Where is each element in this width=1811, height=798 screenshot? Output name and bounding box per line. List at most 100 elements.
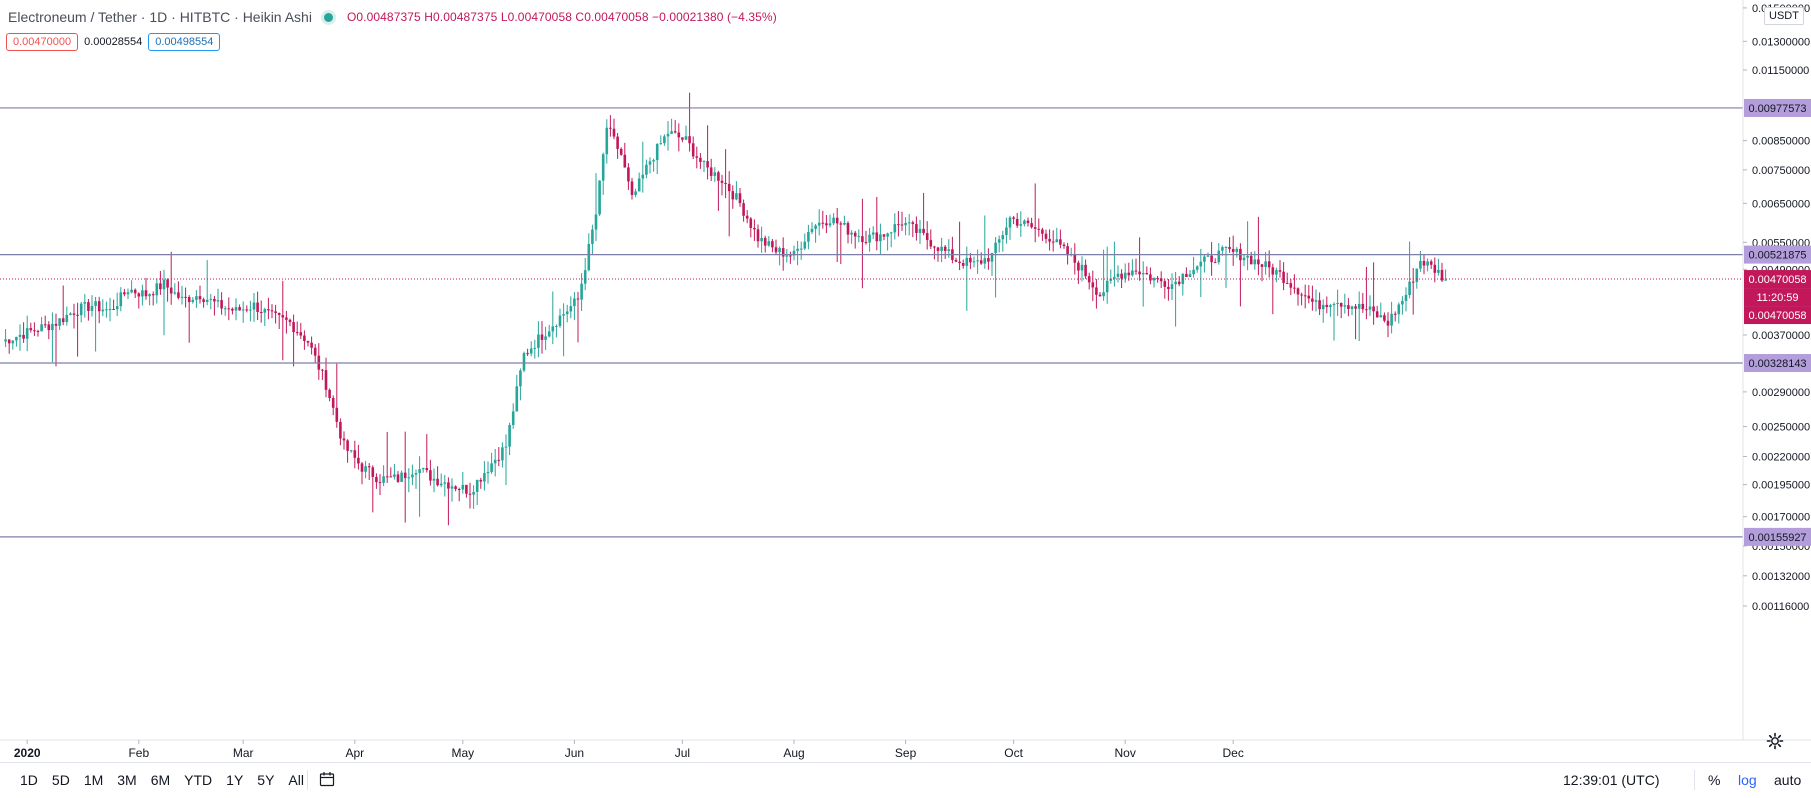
candle-body xyxy=(994,242,997,254)
candle-body xyxy=(562,314,565,316)
candle-body xyxy=(209,298,213,300)
candle-body xyxy=(918,228,922,233)
candle-body xyxy=(879,234,882,242)
candle-body xyxy=(565,311,569,315)
candle-body xyxy=(1159,278,1163,282)
utc-clock[interactable]: 12:39:01 (UTC) xyxy=(1563,772,1660,788)
candle-body xyxy=(645,164,648,175)
symbol-title[interactable]: Electroneum / Tether · 1D · HITBTC · Hei… xyxy=(8,9,312,25)
candle-body xyxy=(130,289,133,293)
candle-body xyxy=(753,227,756,230)
currency-button[interactable]: USDT xyxy=(1764,7,1804,25)
candle-body xyxy=(331,398,335,408)
candle-body xyxy=(1325,304,1329,307)
range-button-1y[interactable]: 1Y xyxy=(226,772,244,788)
range-button-all[interactable]: All xyxy=(288,772,304,788)
candle-body xyxy=(58,318,61,326)
bottom-toolbar: 1D 5D 1M 3M 6M YTD 1Y 5Y All 12:39:01 (U… xyxy=(0,762,1811,798)
percent-scale-button[interactable]: % xyxy=(1708,772,1721,788)
candle-body xyxy=(321,369,324,371)
candles-layer xyxy=(4,92,1447,526)
y-tick-label: 0.00220000 xyxy=(1752,451,1810,463)
candle-body xyxy=(436,478,439,486)
range-button-ytd[interactable]: YTD xyxy=(184,772,213,788)
candle-body xyxy=(180,296,184,298)
candle-body xyxy=(83,302,87,304)
candle-body xyxy=(43,324,47,326)
candle-body xyxy=(1285,282,1289,284)
candle-body xyxy=(555,325,558,327)
candle-body xyxy=(1303,295,1307,297)
candle-body xyxy=(1217,250,1221,263)
candle-body xyxy=(465,484,468,494)
range-button-3m[interactable]: 3M xyxy=(117,772,137,788)
buy-price-button[interactable]: 0.00498554 xyxy=(148,33,221,51)
candle-body xyxy=(1311,298,1314,302)
market-status-icon xyxy=(323,12,333,22)
candle-body xyxy=(1321,304,1325,310)
candle-body xyxy=(900,224,904,226)
candle-body xyxy=(90,306,94,311)
time-axis: 2020 Feb Mar Apr May Jun Jul Aug Sep Oct Nov Dec xyxy=(14,740,1244,760)
candle-body xyxy=(1026,220,1030,224)
auto-scale-button[interactable]: auto xyxy=(1774,772,1802,788)
candle-body xyxy=(342,438,346,441)
candle-body xyxy=(1246,255,1249,258)
candle-body xyxy=(169,287,173,294)
candle-body xyxy=(807,232,810,242)
candle-body xyxy=(839,223,843,225)
candle-body xyxy=(285,317,288,320)
candle-body xyxy=(288,319,292,323)
range-button-1m[interactable]: 1M xyxy=(83,772,104,788)
candle-body xyxy=(961,263,965,266)
log-scale-button[interactable]: log xyxy=(1738,772,1757,788)
candle-body xyxy=(519,370,522,387)
sell-price-button[interactable]: 0.00470000 xyxy=(6,33,79,51)
candle-body xyxy=(756,229,760,242)
candle-body xyxy=(357,457,360,464)
level-price-label: 0.00328143 xyxy=(1748,358,1806,370)
x-tick-label: Oct xyxy=(1004,746,1023,760)
candle-body xyxy=(1030,223,1033,228)
range-button-6m[interactable]: 6M xyxy=(150,772,171,788)
candle-body xyxy=(1444,279,1447,281)
candle-body xyxy=(54,323,58,326)
range-button-5d[interactable]: 5D xyxy=(51,772,70,788)
candle-body xyxy=(526,353,529,355)
x-tick-label: Sep xyxy=(895,746,917,760)
candle-body xyxy=(857,236,861,238)
candle-body xyxy=(1437,269,1440,273)
candle-body xyxy=(1059,239,1062,245)
candle-body xyxy=(97,301,101,312)
ohlc-values: O0.00487375 H0.00487375 L0.00470058 C0.0… xyxy=(346,10,777,24)
y-tick-label: 0.00132000 xyxy=(1752,571,1810,583)
candle-body xyxy=(1329,305,1332,307)
range-button-5y[interactable]: 5Y xyxy=(257,772,275,788)
candle-body xyxy=(267,309,270,311)
candle-body xyxy=(803,241,807,249)
candle-body xyxy=(637,178,641,192)
calendar-icon[interactable] xyxy=(319,771,335,787)
range-button-1d[interactable]: 1D xyxy=(20,772,38,788)
candle-body xyxy=(501,447,504,461)
candle-body xyxy=(580,283,583,300)
gear-icon[interactable] xyxy=(1766,732,1784,750)
candle-body xyxy=(461,484,465,490)
candle-body xyxy=(205,299,209,303)
candle-body xyxy=(241,309,245,311)
candle-body xyxy=(1091,282,1095,288)
candle-body xyxy=(1307,295,1311,299)
candle-body xyxy=(1138,271,1141,275)
candle-body xyxy=(763,237,767,246)
candle-body xyxy=(594,214,598,230)
x-tick-label: Nov xyxy=(1115,746,1136,760)
candle-body xyxy=(202,299,205,303)
candle-body xyxy=(1066,246,1069,256)
candle-body xyxy=(238,307,241,311)
candle-body xyxy=(1282,271,1285,283)
candle-body xyxy=(1044,233,1048,239)
candle-body xyxy=(832,217,835,224)
candle-body xyxy=(252,302,256,310)
candle-body xyxy=(173,292,177,294)
